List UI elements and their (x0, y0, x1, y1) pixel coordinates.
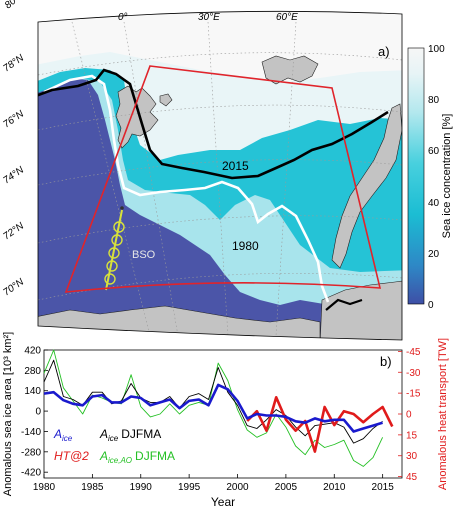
colorbar-ticks: 100 80 60 40 20 0 (428, 44, 445, 311)
colorbar-tick-100: 100 (428, 44, 445, 55)
ice-concentration-core (38, 11, 402, 82)
colorbar-tick-20: 20 (428, 249, 440, 260)
graticule (38, 21, 402, 337)
colorbar-tick-60: 60 (428, 146, 440, 157)
right-tick-label: 15 (406, 430, 418, 441)
left-tick-label: -280 (21, 447, 41, 458)
right-tick-label: -45 (406, 347, 421, 358)
x-tick-label: 2015 (372, 482, 395, 493)
colorbar: 100 80 60 40 20 0 Sea ice concentration … (407, 44, 453, 311)
lon-label-0: 0° (118, 12, 128, 23)
lat-label-70n: 70°N (1, 276, 26, 298)
right-tick-label: -15 (406, 389, 421, 400)
series-line-3 (246, 396, 394, 453)
x-tick-label: 1990 (130, 482, 153, 493)
bear-island (120, 206, 124, 210)
novaya-zemlya (331, 103, 402, 269)
contour-1980 (43, 74, 330, 303)
russian-coast (319, 279, 402, 340)
lat-label-78n: 78°N (1, 52, 26, 74)
left-tick-label: 280 (24, 366, 41, 377)
contour-2015-south (325, 298, 363, 311)
svalbard-islet (159, 93, 173, 107)
x-tick-label: 2005 (275, 482, 298, 493)
left-tick-label: -420 (21, 468, 41, 479)
x-tick-label: 1980 (33, 482, 56, 493)
map-panel: 80°N 0° 30°E 60°E 78°N 76°N 74°N 72°N 70… (1, 0, 403, 341)
legend: Aice Aice DJFMA HT@2 Aice,AO DJFMA (53, 427, 175, 465)
x-axis: 1980 1985 1990 1995 2000 2005 2010 2015 (33, 474, 394, 493)
series-layer (43, 349, 394, 467)
map-frame (37, 10, 403, 341)
right-axis: -45 -30 -15 0 15 30 45 (398, 347, 421, 483)
x-tick-label: 1985 (81, 482, 104, 493)
bso-section-points (104, 221, 125, 285)
right-axis-label: Anomalous heat transport [TW] (437, 338, 449, 490)
colorbar-tick-80: 80 (428, 95, 440, 106)
bso-label: BSO (132, 249, 156, 261)
right-tick-label: -30 (406, 368, 421, 379)
left-tick-label: 420 (24, 346, 41, 357)
left-tick-label: 140 (24, 386, 41, 397)
right-tick-label: 30 (406, 451, 418, 462)
lat-label-74n: 74°N (1, 164, 26, 186)
x-tick-label: 2000 (226, 482, 249, 493)
legend-a-ice-ao-djfma: Aice,AO DJFMA (99, 449, 175, 465)
franz-josef-land (261, 55, 319, 85)
lon-label-30e: 30°E (198, 12, 220, 23)
colorbar-title: Sea ice concentration [%] (441, 114, 453, 239)
panel-a-label: a) (378, 44, 390, 59)
plot-frame (43, 349, 403, 479)
right-tick-label: 45 (406, 472, 418, 483)
analysis-box (64, 65, 382, 293)
lat-label-72n: 72°N (1, 220, 26, 242)
left-axis: 420 280 140 0 -140 -280 -420 (21, 346, 48, 479)
contour-1980-label: 1980 (232, 239, 259, 253)
legend-ht: HT@2 (54, 449, 89, 463)
bso-section-line (105, 209, 123, 291)
colorbar-tick-40: 40 (428, 198, 440, 209)
legend-a-ice: Aice (53, 427, 73, 443)
series-line-1 (43, 359, 383, 444)
lat-label-76n: 76°N (1, 108, 26, 130)
panel-b-label: b) (380, 354, 392, 369)
legend-a-ice-djfma: Aice DJFMA (99, 427, 161, 443)
contour-2015-label: 2015 (222, 159, 249, 173)
left-tick-label: -140 (21, 427, 41, 438)
series-line-0 (43, 383, 383, 433)
colorbar-gradient (407, 47, 425, 305)
colorbar-tick-0: 0 (428, 300, 434, 311)
x-tick-label: 2010 (323, 482, 346, 493)
right-tick-label: 0 (406, 410, 412, 421)
x-tick-label: 1995 (178, 482, 201, 493)
left-axis-label: Anomalous sea ice area [10³ km²] (2, 332, 14, 496)
left-tick-label: 0 (35, 407, 41, 418)
lon-label-80n: 80°N (3, 0, 28, 11)
x-axis-label: Year (211, 495, 235, 509)
lon-label-60e: 60°E (276, 12, 298, 23)
contour-2015 (38, 68, 389, 180)
